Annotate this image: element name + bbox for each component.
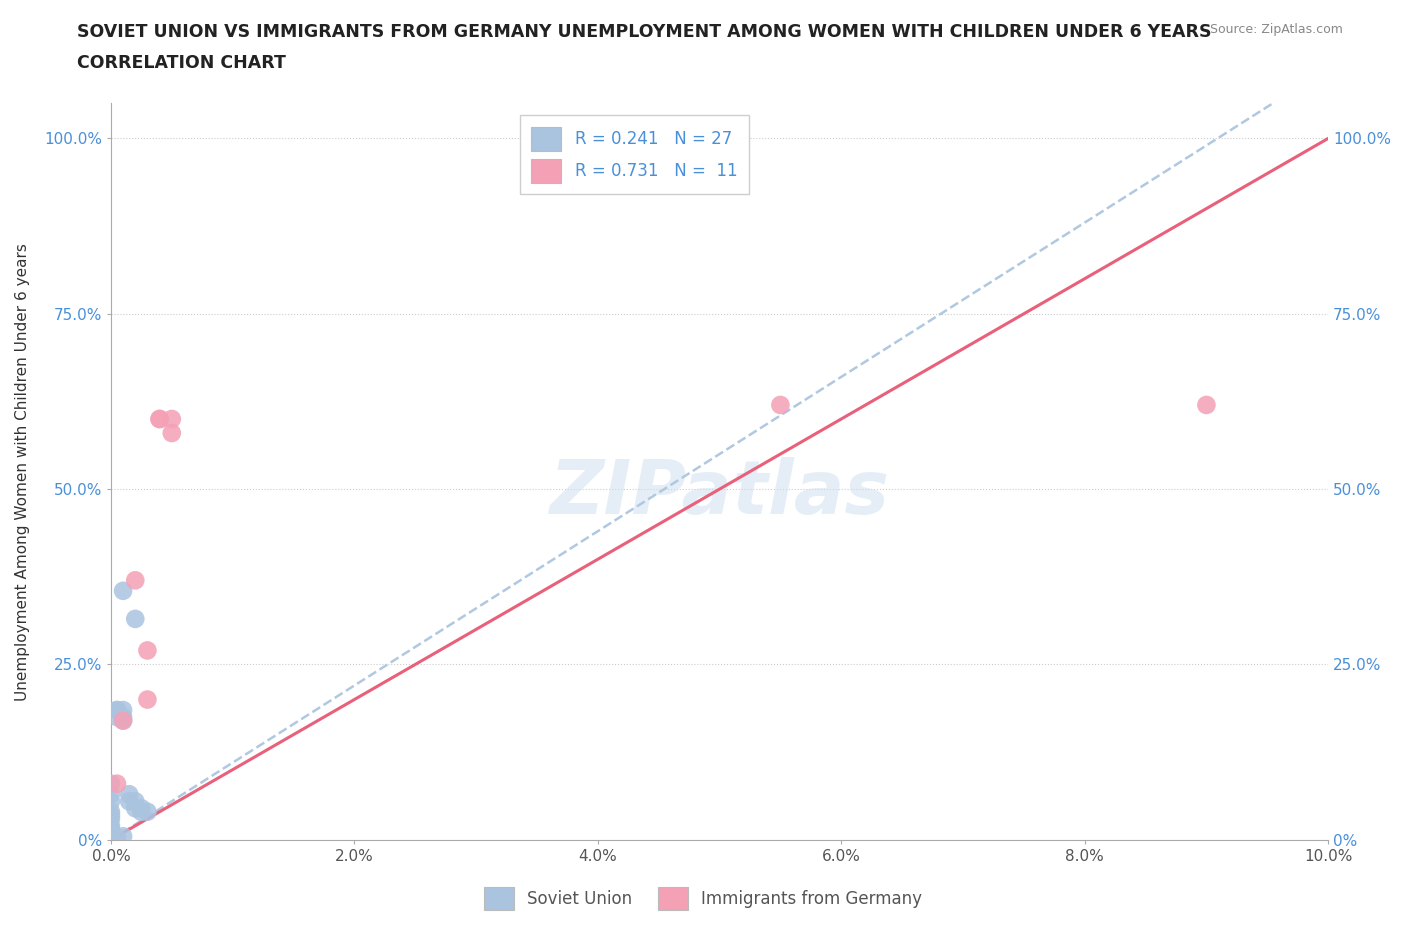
Text: CORRELATION CHART: CORRELATION CHART [77, 54, 287, 72]
Point [100, 827, 122, 842]
Text: SOVIET UNION VS IMMIGRANTS FROM GERMANY UNEMPLOYMENT AMONG WOMEN WITH CHILDREN U: SOVIET UNION VS IMMIGRANTS FROM GERMANY … [77, 23, 1212, 41]
Point [131, 804, 153, 819]
Legend: Soviet Union, Immigrants from Germany: Soviet Union, Immigrants from Germany [478, 880, 928, 917]
Point [136, 692, 159, 707]
Point [149, 412, 172, 427]
Point [105, 710, 128, 724]
Point [112, 829, 135, 844]
Point [118, 794, 141, 809]
Point [1195, 397, 1218, 412]
Point [124, 801, 146, 816]
Point [100, 825, 122, 840]
Point [112, 713, 135, 728]
Point [100, 808, 122, 823]
Point [105, 830, 128, 845]
Point [100, 822, 122, 837]
Point [105, 777, 128, 791]
Point [136, 804, 159, 819]
Point [124, 573, 146, 588]
Point [100, 794, 122, 809]
Y-axis label: Unemployment Among Women with Children Under 6 years: Unemployment Among Women with Children U… [15, 243, 30, 700]
Point [100, 811, 122, 826]
Point [112, 703, 135, 718]
Point [149, 412, 172, 427]
Text: ZIPatlas: ZIPatlas [550, 458, 890, 530]
Point [136, 643, 159, 658]
Point [160, 426, 183, 441]
Point [131, 801, 153, 816]
Legend: R = 0.241   N = 27, R = 0.731   N =  11: R = 0.241 N = 27, R = 0.731 N = 11 [520, 115, 749, 194]
Text: Source: ZipAtlas.com: Source: ZipAtlas.com [1209, 23, 1343, 36]
Point [769, 397, 792, 412]
Point [124, 794, 146, 809]
Point [112, 710, 135, 724]
Point [105, 703, 128, 718]
Point [112, 583, 135, 598]
Point [100, 818, 122, 833]
Point [118, 787, 141, 802]
Point [160, 412, 183, 427]
Point [105, 703, 128, 718]
Point [100, 787, 122, 802]
Point [100, 804, 122, 819]
Point [112, 713, 135, 728]
Point [100, 777, 122, 791]
Point [124, 611, 146, 626]
